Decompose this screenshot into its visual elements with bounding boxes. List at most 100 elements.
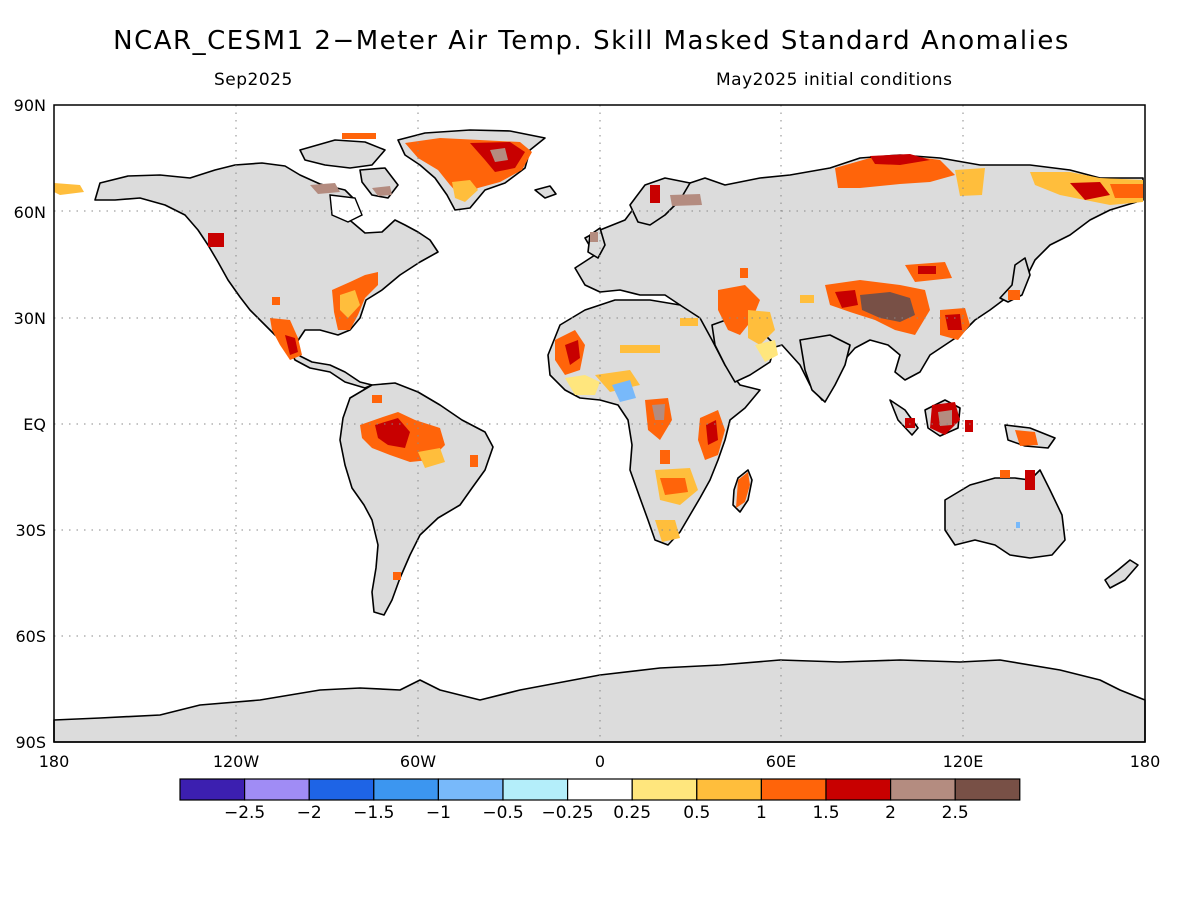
anomaly-arabia-south: [755, 340, 778, 362]
lon-label-180e: 180: [1130, 752, 1161, 771]
new-zealand-landmass: [1104, 559, 1139, 589]
anomaly-amazon-core: [375, 418, 410, 448]
anomaly-venezuela: [372, 395, 382, 403]
colorbar-label: 2: [885, 803, 896, 823]
anomaly-baffin: [372, 186, 392, 196]
colorbar-label: 1: [756, 803, 767, 823]
colorbar-box: [954, 778, 1021, 801]
lat-label-90n: 90N: [14, 96, 46, 115]
anomaly-uk: [590, 232, 598, 242]
colorbar-box: [179, 778, 246, 801]
anomaly-east-siberia-orange: [1110, 184, 1143, 198]
hudson-bay: [329, 194, 363, 223]
colorbar-label: −0.5: [482, 803, 523, 823]
lon-label-60e: 60E: [766, 752, 796, 771]
colorbar-label: −1: [426, 803, 451, 823]
initial-conditions-label: May2025 initial conditions: [716, 70, 953, 90]
anomaly-madagascar: [736, 472, 750, 508]
anomaly-alaska-edge: [54, 183, 84, 195]
anomaly-siberia-north: [835, 156, 955, 188]
anomaly-brazil-east: [470, 455, 478, 467]
anomaly-scandinavia-brown: [670, 194, 702, 206]
colorbar-label: −2.5: [224, 803, 265, 823]
anomaly-turkey: [680, 318, 698, 326]
colorbar-boxes: [179, 778, 1021, 801]
anomaly-mongolia-core: [918, 266, 936, 274]
anomaly-argentina: [393, 572, 401, 580]
colorbar-label: −0.25: [542, 803, 594, 823]
anomaly-siberia-core: [870, 154, 930, 165]
map-frame: [53, 104, 1146, 743]
lon-label-180w: 180: [39, 752, 70, 771]
anomaly-arctic-red: [342, 133, 376, 139]
anomaly-chad: [620, 345, 660, 353]
colorbar-box: [244, 778, 310, 801]
colorbar-labels: −2.5 −2 −1.5 −1 −0.5 −0.25 0.25 0.5 1 1.5 2 2.5: [224, 803, 969, 823]
forecast-month-label: Sep2025: [214, 70, 293, 90]
anomaly-sahel-light: [565, 375, 600, 395]
anomaly-canada-brown: [310, 183, 340, 194]
anomaly-borneo-core: [938, 410, 952, 426]
anomaly-west-africa-core: [565, 340, 580, 365]
colorbar-label: 0.5: [683, 803, 710, 823]
anomaly-eastern-us-light: [340, 290, 360, 318]
lat-label-60s: 60S: [15, 627, 46, 646]
anomaly-southern-africa-core: [660, 478, 688, 495]
anomaly-europe: [740, 268, 748, 278]
anomaly-east-africa-core: [706, 420, 718, 445]
anomaly-greenland-brown: [490, 148, 508, 162]
colorbar-box: [696, 778, 762, 801]
lon-label-120w: 120W: [213, 752, 260, 771]
anomaly-japan: [1008, 290, 1020, 300]
colorbar-label: 1.5: [812, 803, 839, 823]
colorbar-box: [373, 778, 439, 801]
anomaly-sumatra: [905, 418, 915, 428]
colorbar-label: −1.5: [353, 803, 394, 823]
anomaly-sulawesi: [965, 420, 973, 432]
arctic-islands: [299, 139, 386, 169]
lat-label-90s: 90S: [15, 733, 46, 752]
colorbar-box: [502, 778, 569, 801]
colorbar-box: [631, 778, 698, 801]
anomaly-tibet-brown: [860, 292, 915, 322]
lon-label-120e: 120E: [943, 752, 984, 771]
anomaly-middle-east-light: [748, 310, 775, 345]
colorbar-box: [889, 778, 956, 801]
map-title: NCAR_CESM1 2−Meter Air Temp. Skill Maske…: [113, 26, 1070, 56]
lon-label-60w: 60W: [400, 752, 436, 771]
colorbar-box: [760, 778, 827, 801]
colorbar-label: −2: [297, 803, 322, 823]
anomaly-south-china-core: [945, 314, 962, 330]
anomaly-kazakh: [800, 295, 814, 303]
anomaly-amazon-light: [418, 448, 445, 468]
anomaly-pacific-nw: [208, 233, 224, 247]
anomaly-australia-north-2: [1000, 470, 1010, 478]
anomaly-east-siberia-core: [1070, 182, 1110, 200]
colorbar-box: [437, 778, 504, 801]
iceland-landmass: [534, 185, 557, 199]
antarctica-landmass: [53, 659, 1146, 743]
anomaly-mexico-core: [285, 335, 298, 355]
anomaly-greenland-south: [452, 180, 478, 202]
india-landmass: [799, 334, 851, 403]
anomaly-scandinavia-red: [650, 185, 660, 203]
anomaly-patches: [54, 133, 1143, 580]
colorbar-box: [308, 778, 375, 801]
lon-label-0: 0: [595, 752, 605, 771]
lat-label-30s: 30S: [15, 521, 46, 540]
anomaly-south-africa: [655, 520, 680, 542]
anomaly-tibet-red: [835, 290, 858, 308]
colorbar-box: [825, 778, 892, 801]
lat-label-eq: EQ: [23, 415, 46, 434]
anomaly-new-guinea: [1015, 430, 1038, 446]
lat-label-30n: 30N: [14, 309, 46, 328]
anomaly-australia-blue: [1016, 522, 1020, 528]
anomaly-congo: [660, 450, 670, 464]
anomaly-gulf-blue: [612, 380, 636, 402]
anomaly-australia-north: [1025, 470, 1035, 490]
colorbar-label: 0.25: [613, 803, 651, 823]
colorbar-label: 2.5: [942, 803, 969, 823]
lat-label-60n: 60N: [14, 203, 46, 222]
